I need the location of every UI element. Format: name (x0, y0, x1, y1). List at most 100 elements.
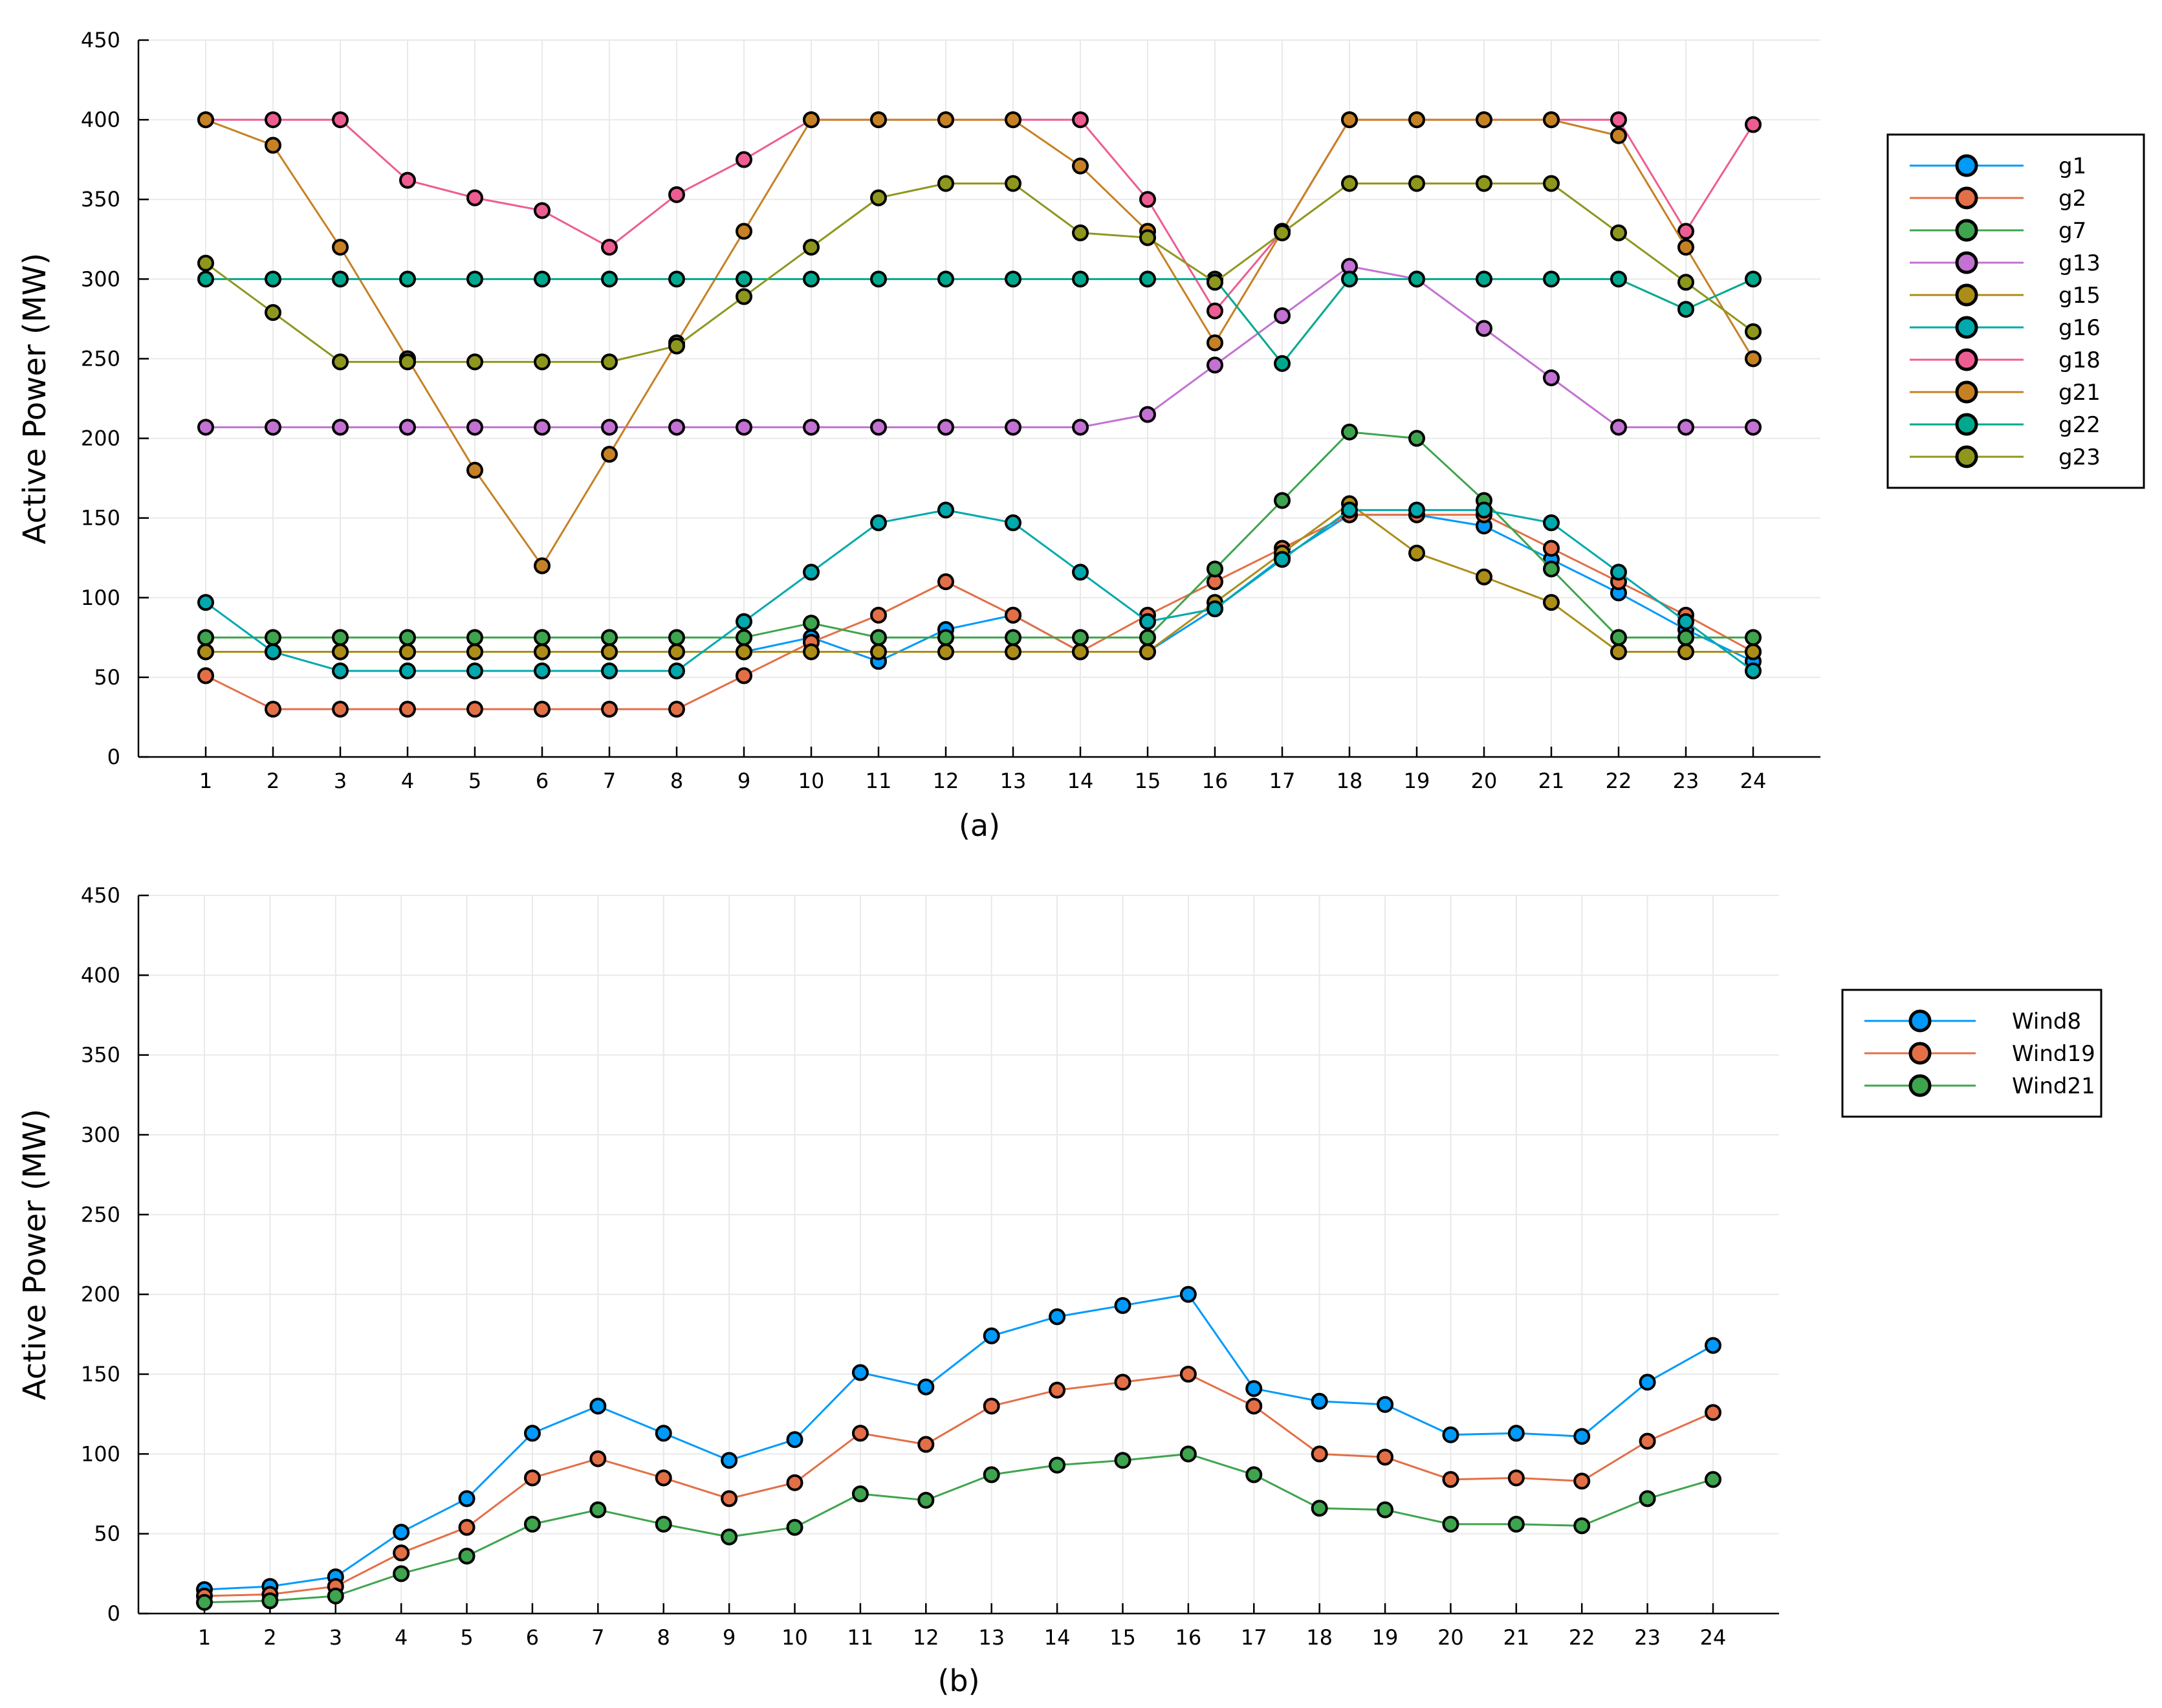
data-point-g15 (197, 643, 214, 661)
y-tick-label: 0 (107, 1601, 120, 1626)
data-point-Wind8 (1377, 1396, 1394, 1413)
series-g23 (197, 175, 1762, 371)
data-point-Wind21 (1311, 1500, 1328, 1517)
data-point-Wind8 (1442, 1426, 1459, 1443)
data-point-Wind19 (1377, 1449, 1394, 1466)
data-point-g23 (736, 288, 752, 305)
x-tick-label: 4 (401, 769, 414, 793)
data-point-Wind19 (1245, 1397, 1263, 1415)
data-point-g13 (1610, 419, 1627, 436)
data-point-Wind21 (786, 1518, 803, 1536)
data-point-g7 (332, 629, 349, 646)
data-point-g16 (534, 662, 551, 680)
data-point-Wind19 (393, 1544, 410, 1562)
y-tick-label: 250 (81, 346, 120, 371)
data-point-g23 (937, 175, 954, 192)
data-point-Wind21 (1507, 1515, 1525, 1533)
data-point-g16 (1408, 501, 1425, 519)
y-tick-label: 50 (94, 1522, 120, 1546)
data-point-g2 (937, 573, 954, 591)
data-point-g23 (870, 189, 887, 206)
data-point-g13 (601, 419, 618, 436)
data-point-Wind19 (1639, 1432, 1656, 1450)
data-point-g15 (534, 643, 551, 661)
data-point-g7 (736, 629, 752, 646)
legend-entry-g21: g21 (1910, 380, 2101, 406)
data-point-g22 (1005, 270, 1021, 288)
series-line-g2 (205, 514, 1754, 710)
series-g13 (197, 257, 1762, 436)
x-tick-label: 15 (1135, 769, 1161, 793)
x-tick-label: 6 (536, 769, 549, 793)
data-point-g15 (1072, 643, 1089, 661)
x-tick-label: 24 (1740, 769, 1767, 793)
x-tick-label: 9 (723, 1625, 736, 1650)
data-point-g18 (399, 171, 416, 189)
x-tick-label: 21 (1538, 769, 1565, 793)
x-tick-label: 22 (1569, 1625, 1595, 1650)
data-point-g21 (870, 111, 887, 129)
data-point-g15 (1139, 643, 1156, 661)
data-point-g18 (1745, 116, 1762, 133)
legend-entry-g1: g1 (1910, 153, 2086, 179)
data-point-g22 (668, 270, 685, 288)
data-point-g18 (668, 186, 685, 203)
data-point-g16 (1274, 551, 1291, 568)
data-point-g16 (937, 501, 954, 519)
x-tick-label: 16 (1202, 769, 1228, 793)
data-point-g22 (1341, 270, 1358, 288)
data-point-g15 (601, 643, 618, 661)
x-tick-label: 11 (866, 769, 892, 793)
data-point-g16 (466, 662, 483, 680)
data-point-Wind19 (1311, 1445, 1328, 1463)
legend-label: g23 (2058, 444, 2101, 470)
data-point-Wind19 (458, 1518, 475, 1536)
data-point-g23 (1274, 224, 1291, 241)
series-line-g13 (206, 265, 1753, 428)
data-point-g18 (1072, 111, 1089, 129)
data-point-g7 (1677, 629, 1694, 646)
data-point-Wind19 (1114, 1374, 1131, 1391)
x-tick-label: 4 (395, 1625, 408, 1650)
data-point-g2 (736, 667, 752, 684)
data-point-Wind21 (655, 1515, 672, 1533)
data-point-g15 (466, 643, 483, 661)
data-point-g2 (534, 701, 551, 718)
data-point-Wind8 (655, 1425, 672, 1442)
panel-caption: (a) (959, 808, 1000, 843)
x-tick-label: 1 (199, 769, 212, 793)
data-point-g13 (1005, 419, 1021, 436)
data-point-Wind19 (983, 1397, 1000, 1415)
data-point-g15 (937, 643, 954, 661)
data-point-g7 (1207, 560, 1223, 578)
x-tick-label: 18 (1306, 1625, 1333, 1650)
data-point-g23 (1610, 224, 1627, 241)
data-point-g22 (399, 270, 416, 288)
data-point-g23 (1072, 224, 1089, 241)
x-tick-label: 5 (460, 1625, 473, 1650)
data-point-g22 (1745, 270, 1762, 288)
data-point-g18 (1139, 191, 1156, 208)
data-point-g21 (1476, 111, 1492, 129)
data-point-Wind8 (458, 1490, 475, 1507)
legend-label: g21 (2058, 380, 2101, 406)
x-tick-label: 20 (1471, 769, 1498, 793)
data-point-g13 (1745, 419, 1762, 436)
data-point-g16 (1005, 514, 1021, 532)
legend-marker (1955, 219, 1978, 242)
data-point-g7 (1610, 629, 1627, 646)
series-line-g23 (205, 182, 1754, 363)
data-point-g21 (1408, 111, 1425, 129)
data-point-g16 (803, 564, 820, 581)
x-tick-label: 19 (1404, 769, 1430, 793)
x-tick-label: 7 (603, 769, 616, 793)
data-point-g18 (601, 239, 618, 256)
x-tick-label: 20 (1437, 1625, 1464, 1650)
data-point-g22 (1543, 270, 1560, 288)
legend-marker (1908, 1009, 1932, 1033)
x-tick-label: 8 (657, 1625, 670, 1650)
legend-marker (1955, 283, 1978, 307)
data-point-g23 (466, 353, 483, 371)
data-point-g15 (1745, 643, 1762, 661)
data-point-Wind21 (1179, 1445, 1197, 1463)
